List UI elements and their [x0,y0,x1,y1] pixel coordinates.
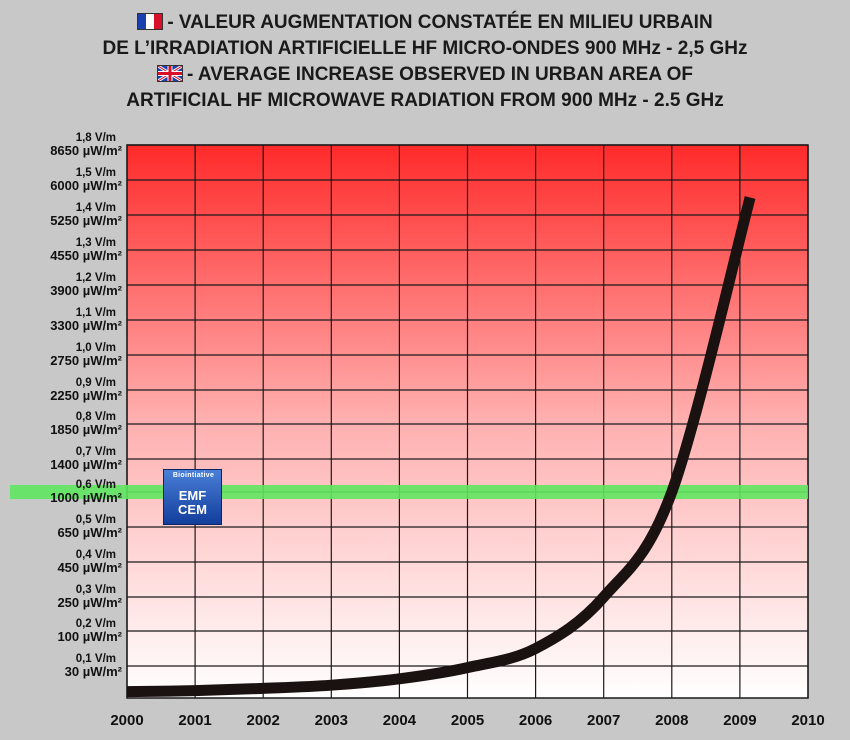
y-tick-label-vm: 1,5 V/m [76,167,116,179]
flag-france-icon [137,13,164,30]
y-tick-label-vm: 0,5 V/m [76,514,116,526]
series-line [126,196,756,698]
title-en-line1-text: - AVERAGE INCREASE OBSERVED IN URBAN ARE… [186,64,693,85]
y-tick-label-pw: 250 µW/m² [57,595,122,610]
title-fr-line1-text: - VALEUR AUGMENTATION CONSTATÉE EN MILIE… [167,12,713,33]
y-tick-label-vm: 1,2 V/m [76,272,116,284]
badge-arc-text: Biointiative [172,472,215,479]
y-tick-label-pw: 1400 µW/m² [50,457,122,472]
y-tick-label-pw: 6000 µW/m² [50,178,122,193]
y-tick-label-pw: 5250 µW/m² [50,213,122,228]
title-en-line1: - AVERAGE INCREASE OBSERVED IN URBAN ARE… [0,62,850,88]
y-tick-label-vm: 0,4 V/m [76,549,116,561]
y-tick-label-vm: 0,1 V/m [76,653,116,665]
y-tick-label-pw: 650 µW/m² [57,525,122,540]
y-tick-label-vm: 1,0 V/m [76,342,116,354]
flag-uk-icon [156,65,183,82]
y-tick-label-vm: 1,4 V/m [76,202,116,214]
chart-title: - VALEUR AUGMENTATION CONSTATÉE EN MILIE… [0,10,850,114]
y-tick-label-vm: 0,9 V/m [76,377,116,389]
y-tick-label-pw: 2750 µW/m² [50,353,122,368]
badge-line2: CEM [178,502,207,517]
title-fr-line2: DE L’IRRADIATION ARTIFICIELLE HF MICRO-O… [102,38,748,59]
badge-line1: EMF [178,488,207,503]
x-tick-label: 2005 [451,712,484,729]
emf-badge-logo: Biointiative EMF CEM [163,469,222,525]
y-tick-label-vm: 1,3 V/m [76,237,116,249]
y-tick-label-vm: 0,6 V/m [76,479,116,491]
y-tick-label-pw: 8650 µW/m² [50,143,122,158]
x-tick-label: 2006 [519,712,552,729]
plot-border [126,144,809,699]
y-tick-label-pw: 3900 µW/m² [50,283,122,298]
y-tick-label-vm: 0,3 V/m [76,584,116,596]
reference-band-bar [10,485,808,499]
y-tick-label-vm: 1,8 V/m [76,132,116,144]
series-curve [126,196,756,698]
x-tick-label: 2000 [110,712,143,729]
title-fr-line1: - VALEUR AUGMENTATION CONSTATÉE EN MILIE… [0,10,850,36]
x-tick-label: 2008 [655,712,688,729]
y-tick-label-pw: 450 µW/m² [57,560,122,575]
y-tick-label-vm: 0,7 V/m [76,446,116,458]
title-en-line2: ARTIFICIAL HF MICROWAVE RADIATION FROM 9… [126,90,724,111]
reference-band [10,485,808,499]
y-tick-label-vm: 0,2 V/m [76,618,116,630]
y-tick-label-pw: 30 µW/m² [65,664,123,679]
x-tick-label: 2010 [791,712,824,729]
x-tick-label: 2001 [178,712,211,729]
y-tick-label-pw: 3300 µW/m² [50,318,122,333]
y-tick-label-pw: 100 µW/m² [57,629,122,644]
y-tick-label-vm: 1,1 V/m [76,307,116,319]
y-tick-label-pw: 4550 µW/m² [50,248,122,263]
y-tick-label-pw: 1850 µW/m² [50,422,122,437]
y-tick-label-pw: 1000 µW/m² [50,490,122,505]
x-tick-label: 2002 [247,712,280,729]
y-tick-label-pw: 2250 µW/m² [50,388,122,403]
x-tick-label: 2004 [383,712,417,729]
x-tick-label: 2009 [723,712,756,729]
x-tick-label: 2003 [315,712,348,729]
x-tick-label: 2007 [587,712,620,729]
y-tick-label-vm: 0,8 V/m [76,411,116,423]
x-axis: 2000 2001 2002 2003 2004 2005 2006 2007 2008 2009… [110,712,824,729]
